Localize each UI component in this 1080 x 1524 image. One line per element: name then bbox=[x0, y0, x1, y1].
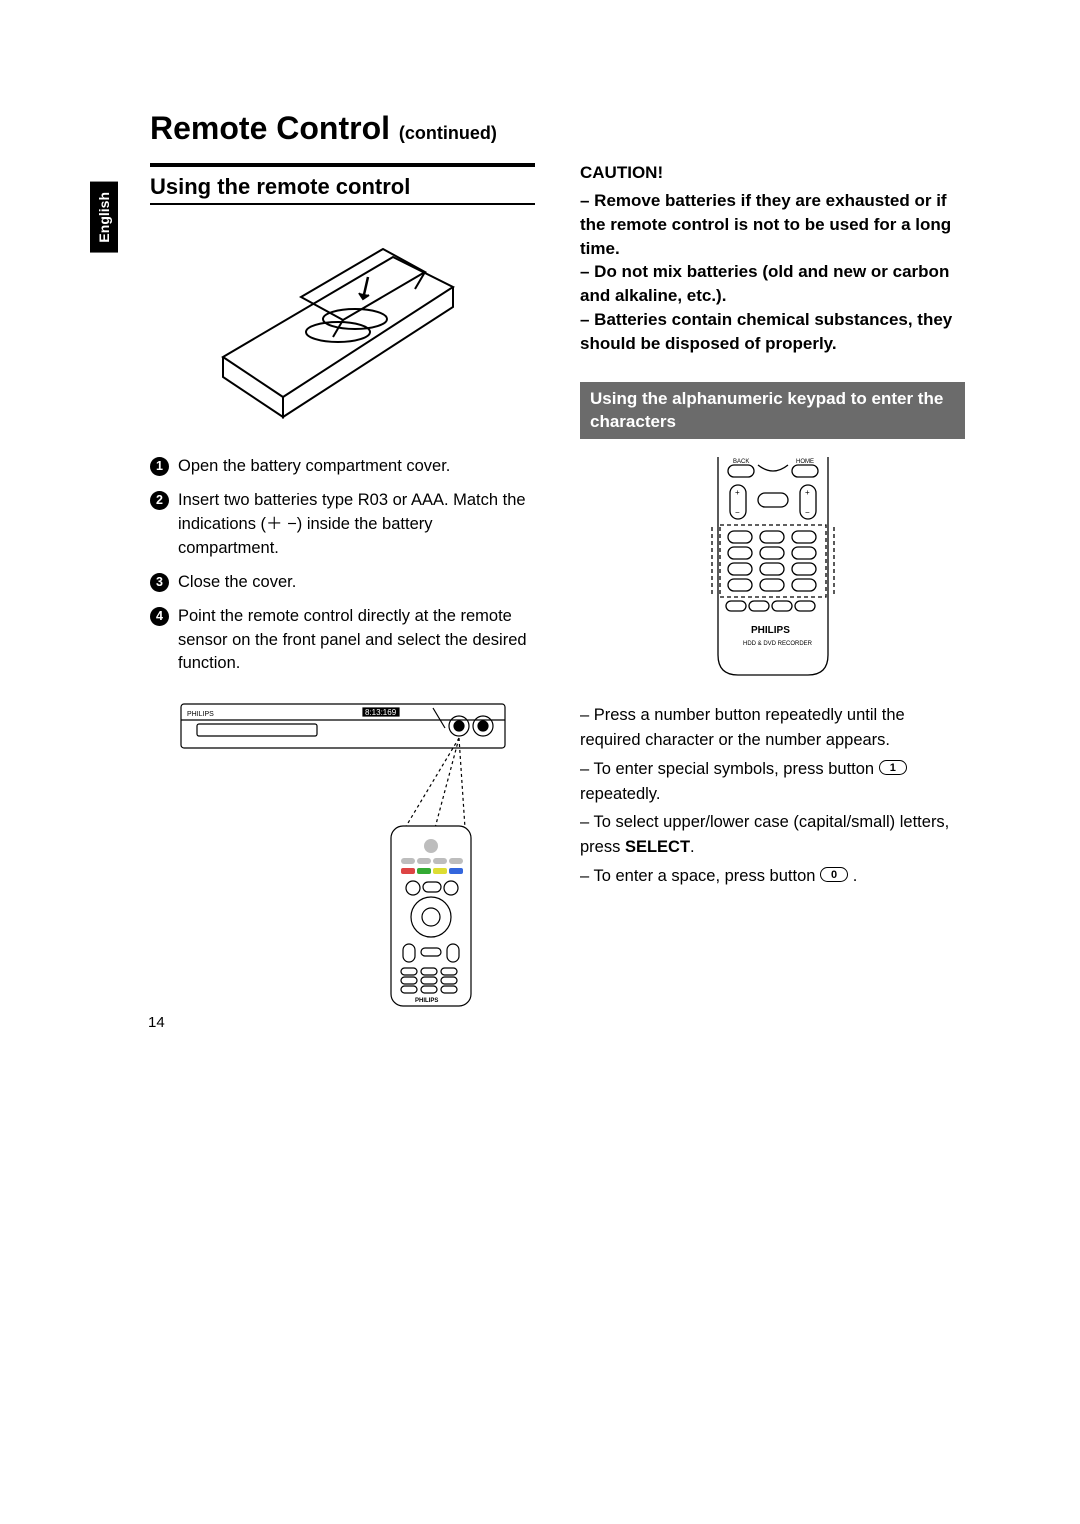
step-number-icon: 3 bbox=[150, 573, 169, 592]
svg-text:HDD & DVD RECORDER: HDD & DVD RECORDER bbox=[743, 641, 813, 647]
step-text: Close the cover. bbox=[178, 571, 296, 595]
caution-body: – Remove batteries if they are exhausted… bbox=[580, 189, 965, 356]
step-number-icon: 2 bbox=[150, 491, 169, 510]
text: . bbox=[853, 867, 858, 885]
text: . bbox=[690, 838, 695, 856]
keypad-illustration: BACK HOME + − + − bbox=[580, 455, 965, 685]
manual-page: English Remote Control (continued) Using… bbox=[0, 0, 1080, 1096]
caution-line: – Batteries contain chemical substances,… bbox=[580, 308, 965, 356]
title-continued: (continued) bbox=[399, 123, 497, 143]
battery-illustration bbox=[150, 217, 535, 437]
steps-list: 1 Open the battery compartment cover. 2 … bbox=[150, 455, 535, 676]
boxed-subheading: Using the alphanumeric keypad to enter t… bbox=[580, 382, 965, 440]
step-text: Insert two batteries type R03 or AAA. Ma… bbox=[178, 489, 535, 561]
select-label: SELECT bbox=[625, 838, 690, 856]
svg-text:−: − bbox=[735, 508, 740, 517]
page-number: 14 bbox=[148, 1014, 165, 1031]
rule bbox=[150, 203, 535, 205]
svg-text:PHILIPS: PHILIPS bbox=[187, 711, 214, 718]
instruction-line: – To select upper/lower case (capital/sm… bbox=[580, 810, 965, 860]
step-item: 2 Insert two batteries type R03 or AAA. … bbox=[150, 489, 535, 561]
point-remote-illustration: PHILIPS 8:13:169 bbox=[150, 698, 535, 1018]
caution-line: – Do not mix batteries (old and new or c… bbox=[580, 260, 965, 308]
step-item: 4 Point the remote control directly at t… bbox=[150, 605, 535, 677]
svg-text:−: − bbox=[805, 508, 810, 517]
left-column: Using the remote control bbox=[150, 163, 535, 1036]
step-number-icon: 4 bbox=[150, 607, 169, 626]
title-main: Remote Control bbox=[150, 110, 390, 146]
key-0-icon: 0 bbox=[820, 867, 848, 882]
svg-text:PHILIPS: PHILIPS bbox=[751, 625, 790, 636]
step-text: Open the battery compartment cover. bbox=[178, 455, 450, 479]
text: repeatedly. bbox=[580, 785, 660, 803]
svg-text:BACK: BACK bbox=[733, 459, 749, 465]
rule bbox=[150, 163, 535, 167]
step-number-icon: 1 bbox=[150, 457, 169, 476]
svg-text:8:13:169: 8:13:169 bbox=[365, 708, 397, 717]
right-column: CAUTION! – Remove batteries if they are … bbox=[580, 163, 965, 1036]
content-columns: Using the remote control bbox=[150, 163, 965, 1036]
instruction-line: – To enter special symbols, press button… bbox=[580, 757, 965, 807]
caution-heading: CAUTION! bbox=[580, 163, 965, 183]
svg-text:+: + bbox=[735, 488, 740, 497]
section-heading: Using the remote control bbox=[150, 171, 535, 203]
text: – To enter special symbols, press button bbox=[580, 760, 874, 778]
key-1-icon: 1 bbox=[879, 760, 907, 775]
language-tab: English bbox=[90, 182, 118, 253]
page-title: Remote Control (continued) bbox=[150, 110, 965, 147]
step-item: 1 Open the battery compartment cover. bbox=[150, 455, 535, 479]
step-text: Point the remote control directly at the… bbox=[178, 605, 535, 677]
instruction-line: – To enter a space, press button 0 . bbox=[580, 864, 965, 889]
text: – To enter a space, press button bbox=[580, 867, 815, 885]
svg-text:+: + bbox=[805, 488, 810, 497]
svg-text:HOME: HOME bbox=[796, 459, 814, 465]
keypad-instructions: – Press a number button repeatedly until… bbox=[580, 703, 965, 888]
svg-text:PHILIPS: PHILIPS bbox=[415, 998, 438, 1004]
caution-line: – Remove batteries if they are exhausted… bbox=[580, 189, 965, 260]
instruction-line: – Press a number button repeatedly until… bbox=[580, 703, 965, 753]
step-item: 3 Close the cover. bbox=[150, 571, 535, 595]
